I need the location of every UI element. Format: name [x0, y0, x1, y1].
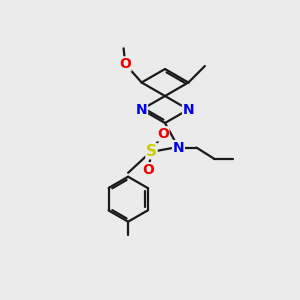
Text: O: O [142, 163, 154, 177]
Text: O: O [119, 57, 131, 71]
Text: N: N [136, 103, 147, 116]
Text: N: N [173, 141, 184, 154]
Text: N: N [183, 103, 194, 116]
Text: O: O [157, 127, 169, 141]
Text: S: S [146, 144, 157, 159]
